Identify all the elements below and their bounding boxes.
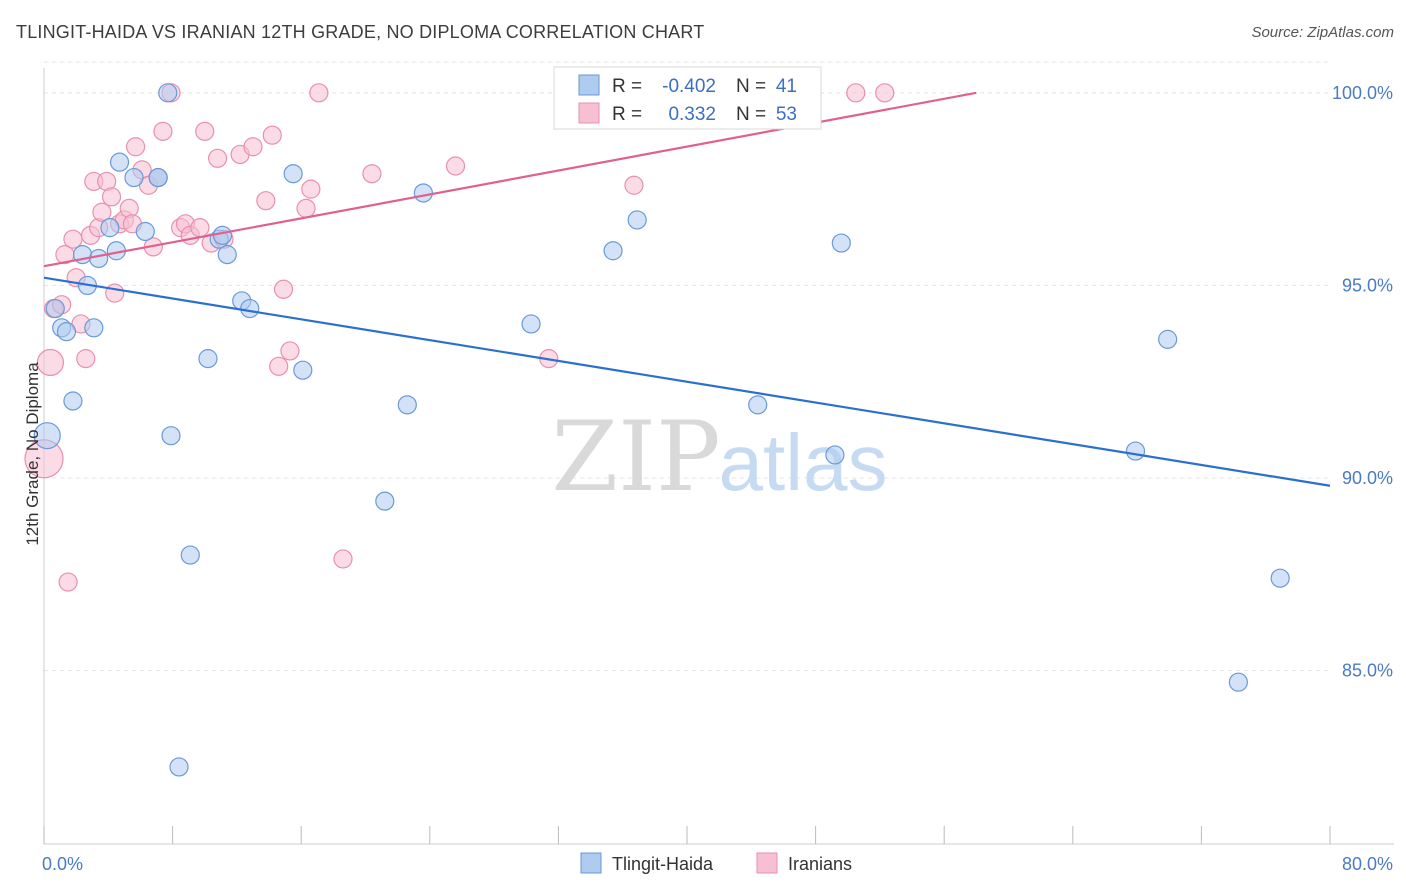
- scatter-point: [190, 218, 210, 238]
- legend-r-value-tlingit-haida: -0.402: [662, 76, 716, 97]
- scatter-point: [158, 83, 178, 103]
- scatter-point: [161, 426, 181, 446]
- scatter-point: [1125, 441, 1146, 461]
- legend-n-label: N =: [736, 76, 766, 97]
- iranians-points: [24, 83, 895, 592]
- scatter-point: [153, 121, 173, 141]
- scatter-point: [180, 545, 200, 565]
- scatter-point: [101, 187, 122, 207]
- bottom-legend-label-tlingit-haida: Tlingit-Haida: [612, 854, 714, 874]
- scatter-point: [212, 225, 233, 245]
- y-axis-label: 12th Grade, No Diploma: [23, 362, 42, 546]
- legend-swatch-tlingit-haida: [578, 74, 600, 96]
- y-tick-label: 90.0%: [1342, 468, 1393, 488]
- scatter-point: [1270, 568, 1290, 588]
- scatter-point: [105, 283, 125, 303]
- scatter-point: [92, 202, 112, 222]
- legend-n-value-tlingit-haida: 41: [776, 76, 797, 97]
- scatter-point: [198, 349, 218, 369]
- scatter-point: [33, 422, 61, 450]
- scatter-point: [293, 360, 313, 380]
- y-tick-label: 95.0%: [1342, 275, 1393, 295]
- scatter-point: [262, 125, 282, 145]
- scatter-point: [243, 137, 263, 157]
- bottom-legend-swatch-tlingit-haida: [580, 852, 602, 874]
- y-tick-label: 85.0%: [1342, 661, 1393, 681]
- scatter-point: [269, 356, 289, 376]
- bottom-legend-swatch-iranians: [756, 852, 778, 874]
- scatter-point: [169, 757, 189, 777]
- watermark-zip: ZIP: [551, 401, 720, 513]
- scatter-point: [126, 137, 146, 157]
- legend-r-label: R =: [612, 76, 642, 97]
- scatter-point: [273, 279, 294, 299]
- scatter-point: [624, 175, 644, 195]
- scatter-point: [831, 233, 851, 253]
- scatter-point: [445, 156, 466, 176]
- scatter-point: [36, 348, 65, 377]
- scatter-point: [603, 241, 623, 261]
- scatter-point: [208, 148, 228, 168]
- bottom-legend: Tlingit-Haida Iranians: [580, 852, 852, 874]
- bottom-legend-label-iranians: Iranians: [788, 854, 852, 874]
- scatter-point: [124, 167, 144, 188]
- scatter-point: [76, 349, 96, 369]
- scatter-point: [375, 491, 395, 511]
- x-tick-label: 80.0%: [1342, 854, 1393, 874]
- scatter-point: [240, 298, 260, 319]
- scatter-point: [135, 221, 155, 242]
- scatter-point: [1228, 672, 1248, 692]
- legend-swatch-iranians: [578, 102, 600, 124]
- scatter-point: [846, 83, 866, 103]
- scatter-point: [109, 152, 130, 172]
- legend-n-label: N =: [736, 104, 766, 125]
- scatter-point: [119, 198, 139, 218]
- scatter-point: [333, 549, 353, 569]
- watermark-atlas: atlas: [719, 418, 888, 507]
- y-tick-label: 100.0%: [1332, 83, 1393, 103]
- watermark: ZIP atlas: [551, 401, 887, 513]
- tick-labels: 85.0% 90.0% 95.0% 100.0% 0.0% 80.0%: [42, 83, 1393, 874]
- scatter-point: [280, 341, 300, 361]
- scatter-point: [195, 121, 215, 141]
- scatter-point: [875, 83, 895, 103]
- scatter-point: [89, 248, 109, 269]
- legend-n-value-iranians: 53: [776, 104, 797, 125]
- scatter-point: [413, 183, 433, 203]
- legend-r-value-iranians: 0.332: [668, 104, 716, 125]
- scatter-point: [100, 218, 120, 238]
- scatter-point: [825, 445, 845, 465]
- scatter-point: [301, 179, 321, 199]
- scatter-point: [397, 395, 417, 415]
- chart-title: TLINGIT-HAIDA VS IRANIAN 12TH GRADE, NO …: [16, 22, 705, 42]
- scatter-point: [296, 198, 316, 218]
- scatter-point: [148, 167, 168, 188]
- scatter-point: [627, 210, 647, 230]
- scatter-point: [217, 245, 237, 265]
- scatter-point: [58, 572, 78, 592]
- chart-source: Source: ZipAtlas.com: [1251, 24, 1394, 41]
- legend: R = -0.402 N = 41 R = 0.332 N = 53: [553, 66, 822, 130]
- scatter-point: [309, 83, 329, 103]
- scatter-point: [748, 395, 768, 415]
- scatter-point: [362, 164, 382, 184]
- legend-r-label: R =: [612, 104, 642, 125]
- scatter-point: [63, 391, 83, 411]
- trend-line-tlingit-haida: [43, 276, 1331, 487]
- scatter-point: [56, 322, 77, 342]
- scatter-point: [283, 164, 303, 184]
- x-tick-label: 0.0%: [42, 854, 83, 874]
- scatter-point: [521, 314, 541, 334]
- scatter-point: [256, 191, 276, 211]
- scatter-point: [1158, 329, 1178, 349]
- scatter-point: [45, 298, 65, 319]
- scatter-point: [84, 318, 104, 338]
- scatter-point: [63, 229, 83, 249]
